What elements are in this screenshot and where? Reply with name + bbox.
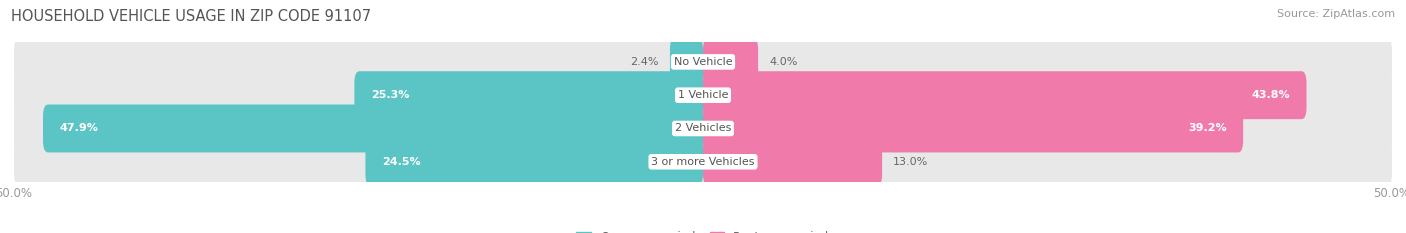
Text: 1 Vehicle: 1 Vehicle <box>678 90 728 100</box>
FancyBboxPatch shape <box>354 71 703 119</box>
Text: Source: ZipAtlas.com: Source: ZipAtlas.com <box>1277 9 1395 19</box>
Text: 43.8%: 43.8% <box>1251 90 1289 100</box>
Text: 24.5%: 24.5% <box>382 157 420 167</box>
Text: 47.9%: 47.9% <box>59 123 98 134</box>
FancyBboxPatch shape <box>703 38 758 86</box>
Text: 25.3%: 25.3% <box>371 90 409 100</box>
Text: 13.0%: 13.0% <box>893 157 928 167</box>
Text: 3 or more Vehicles: 3 or more Vehicles <box>651 157 755 167</box>
Text: 2.4%: 2.4% <box>630 57 659 67</box>
FancyBboxPatch shape <box>14 105 1392 152</box>
Text: No Vehicle: No Vehicle <box>673 57 733 67</box>
FancyBboxPatch shape <box>14 71 1392 119</box>
FancyBboxPatch shape <box>703 105 1243 152</box>
Legend: Owner-occupied, Renter-occupied: Owner-occupied, Renter-occupied <box>572 226 834 233</box>
Text: 2 Vehicles: 2 Vehicles <box>675 123 731 134</box>
Text: HOUSEHOLD VEHICLE USAGE IN ZIP CODE 91107: HOUSEHOLD VEHICLE USAGE IN ZIP CODE 9110… <box>11 9 371 24</box>
FancyBboxPatch shape <box>366 138 703 186</box>
FancyBboxPatch shape <box>44 105 703 152</box>
FancyBboxPatch shape <box>669 38 703 86</box>
FancyBboxPatch shape <box>703 71 1306 119</box>
FancyBboxPatch shape <box>14 38 1392 86</box>
Text: 4.0%: 4.0% <box>769 57 797 67</box>
Text: 39.2%: 39.2% <box>1188 123 1226 134</box>
FancyBboxPatch shape <box>703 138 882 186</box>
FancyBboxPatch shape <box>14 138 1392 186</box>
